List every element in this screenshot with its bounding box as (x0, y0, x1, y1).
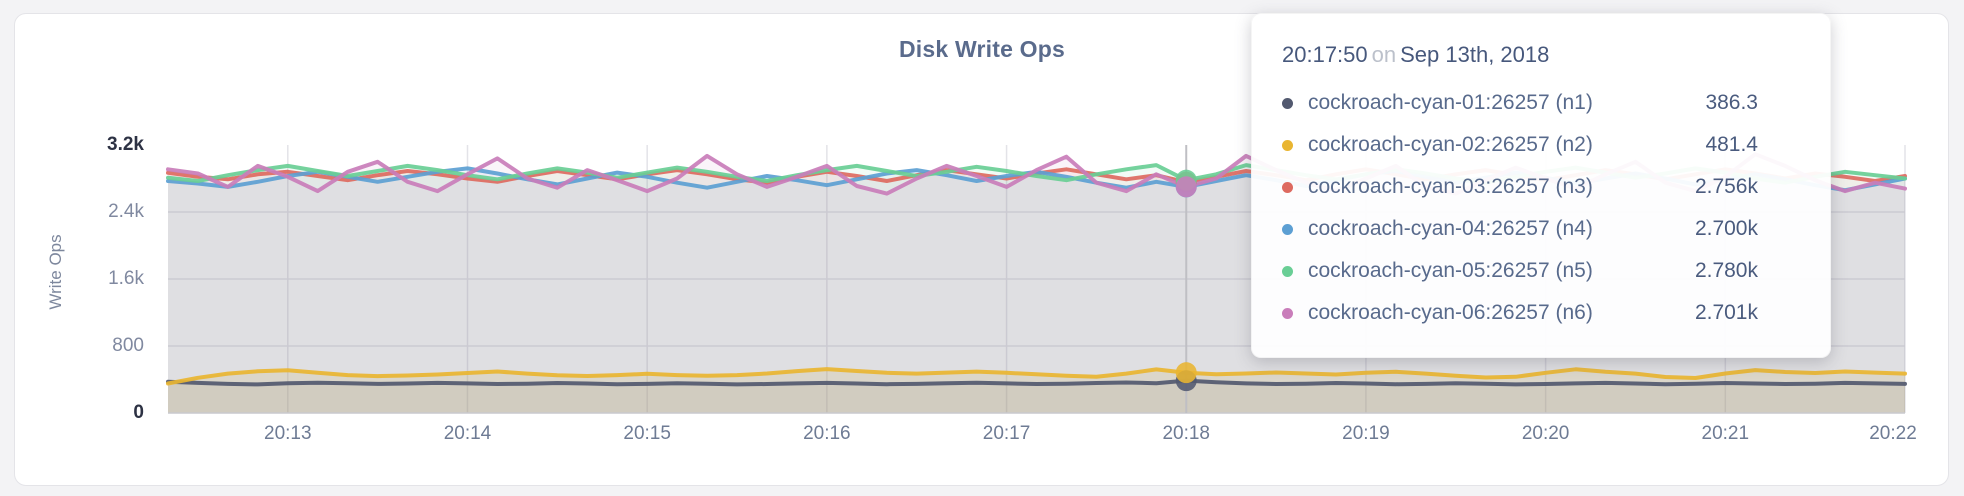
tooltip-series-value: 481.4 (1705, 133, 1758, 156)
tooltip-series-row: cockroach-cyan-02:26257 (n2) 481.4 (1282, 124, 1758, 166)
tooltip-date: Sep 13th, 2018 (1400, 42, 1550, 67)
tooltip-series-value: 2.756k (1694, 175, 1758, 198)
tooltip-series-name: cockroach-cyan-04:26257 (n4) (1308, 217, 1593, 240)
chart-hover-tooltip: 20:17:50 on Sep 13th, 2018 cockroach-cyan-… (1251, 13, 1831, 358)
series-color-dot-icon (1282, 223, 1293, 235)
tooltip-time: 20:17:50 (1282, 42, 1368, 67)
hover-dot (1175, 176, 1197, 198)
chart-title: Disk Write Ops (899, 36, 1065, 62)
tooltip-series-row: cockroach-cyan-06:26257 (n6) 2.701k (1282, 292, 1758, 334)
tooltip-series-row: cockroach-cyan-03:26257 (n3) 2.756k (1282, 166, 1758, 208)
series-line (166, 367, 1907, 386)
y-axis-label: Write Ops (46, 234, 65, 310)
tooltip-series-value: 386.3 (1705, 91, 1758, 114)
tooltip-series-row: cockroach-cyan-01:26257 (n1) 386.3 (1282, 82, 1758, 124)
tooltip-series-list: cockroach-cyan-01:26257 (n1) 386.3 cockroa… (1282, 82, 1758, 334)
hover-dot (1175, 362, 1197, 384)
tooltip-series-value: 2.701k (1694, 301, 1758, 324)
series-color-dot-icon (1282, 265, 1293, 277)
tooltip-series-name: cockroach-cyan-06:26257 (n6) (1308, 301, 1593, 324)
tooltip-series-row: cockroach-cyan-04:26257 (n4) 2.700k (1282, 208, 1758, 250)
tooltip-header: 20:17:50 on Sep 13th, 2018 (1282, 40, 1758, 70)
series-line (166, 378, 1907, 387)
tooltip-series-name: cockroach-cyan-03:26257 (n3) (1308, 175, 1593, 198)
tooltip-series-row: cockroach-cyan-05:26257 (n5) 2.780k (1282, 250, 1758, 292)
tooltip-series-name: cockroach-cyan-05:26257 (n5) (1308, 259, 1593, 282)
tooltip-series-name: cockroach-cyan-02:26257 (n2) (1308, 133, 1593, 156)
tooltip-on-separator: on (1371, 42, 1397, 67)
series-color-dot-icon (1282, 97, 1293, 109)
series-area (168, 369, 1905, 413)
series-color-dot-icon (1282, 181, 1293, 193)
series-color-dot-icon (1282, 139, 1293, 151)
tooltip-series-value: 2.780k (1694, 259, 1758, 282)
series-color-dot-icon (1282, 307, 1293, 319)
tooltip-series-value: 2.700k (1694, 217, 1758, 240)
tooltip-series-name: cockroach-cyan-01:26257 (n1) (1308, 91, 1593, 114)
series-area (168, 380, 1905, 413)
